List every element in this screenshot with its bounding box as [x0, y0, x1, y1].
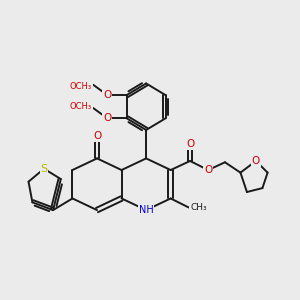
Text: O: O: [204, 165, 212, 175]
Text: O: O: [93, 131, 101, 141]
Text: O: O: [186, 139, 194, 149]
Text: OCH₃: OCH₃: [70, 102, 92, 111]
Text: OCH₃: OCH₃: [70, 82, 92, 91]
Text: CH₃: CH₃: [190, 203, 207, 212]
Text: S: S: [40, 164, 48, 174]
Text: O: O: [252, 156, 260, 166]
Text: NH: NH: [139, 205, 154, 215]
Text: O: O: [103, 113, 112, 123]
Text: O: O: [103, 90, 112, 100]
